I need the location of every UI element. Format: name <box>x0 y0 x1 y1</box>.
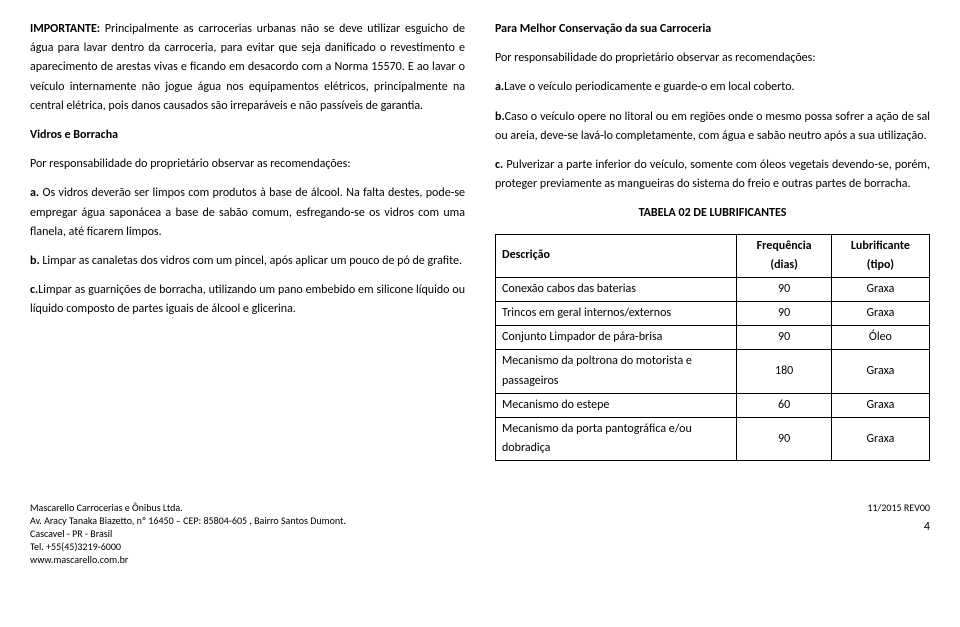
text: Limpar as guarnições de borracha, utiliz… <box>30 283 465 316</box>
paragraph: Por responsabilidade do proprietário obs… <box>30 155 465 174</box>
table-header: Descrição <box>496 234 737 277</box>
text: Os vidros deverão ser limpos com produto… <box>30 186 465 238</box>
important-label: IMPORTANTE: <box>30 22 100 36</box>
table-cell: Mecanismo da poltrona do motorista e pas… <box>496 350 737 393</box>
right-column: Para Melhor Conservação da sua Carroceri… <box>495 20 930 461</box>
table-header: Frequência (dias) <box>737 234 831 277</box>
table-row: Trincos em geral internos/externos 90 Gr… <box>496 302 930 326</box>
footer-phone: Tel. +55(45)3219-6000 <box>30 540 867 553</box>
table-cell: 180 <box>737 350 831 393</box>
paragraph: IMPORTANTE: Principalmente as carroceria… <box>30 20 465 116</box>
list-marker: c. <box>495 158 503 172</box>
section-heading: Vidros e Borracha <box>30 126 465 145</box>
table-row: Conjunto Limpador de pára-brisa 90 Óleo <box>496 326 930 350</box>
left-column: IMPORTANTE: Principalmente as carroceria… <box>30 20 465 461</box>
table-cell: 90 <box>737 418 831 461</box>
lubricant-table: Descrição Frequência (dias) Lubrificante… <box>495 234 930 462</box>
table-title: TABELA 02 DE LUBRIFICANTES <box>495 204 930 223</box>
list-marker: a. <box>495 80 504 94</box>
table-cell: Graxa <box>831 418 929 461</box>
paragraph: c. Pulverizar a parte inferior do veícul… <box>495 156 930 194</box>
footer-company: Mascarello Carrocerias e Ônibus Ltda. <box>30 501 867 514</box>
list-marker: c. <box>30 283 38 297</box>
paragraph: a. Os vidros deverão ser limpos com prod… <box>30 184 465 242</box>
table-row: Mecanismo do estepe 60 Graxa <box>496 393 930 417</box>
footer-address: Av. Aracy Tanaka Biazetto, nº 16450 – CE… <box>30 514 867 527</box>
table-header: Lubrificante (tipo) <box>831 234 929 277</box>
footer-web: www.mascarello.com.br <box>30 553 867 566</box>
table-cell: Mecanismo da porta pantográfica e/ou dob… <box>496 418 737 461</box>
text: Caso o veículo opere no litoral ou em re… <box>495 110 930 143</box>
page-number: 4 <box>867 520 930 536</box>
table-cell: Graxa <box>831 302 929 326</box>
table-cell: Mecanismo do estepe <box>496 393 737 417</box>
paragraph: Por responsabilidade do proprietário obs… <box>495 49 930 68</box>
table-cell: Trincos em geral internos/externos <box>496 302 737 326</box>
text: Pulverizar a parte inferior do veículo, … <box>495 158 930 191</box>
table-cell: Graxa <box>831 350 929 393</box>
table-cell: Conjunto Limpador de pára-brisa <box>496 326 737 350</box>
table-cell: Graxa <box>831 393 929 417</box>
paragraph: a.Lave o veículo periodicamente e guarde… <box>495 78 930 97</box>
paragraph: b. Limpar as canaletas dos vidros com um… <box>30 252 465 271</box>
table-row: Mecanismo da porta pantográfica e/ou dob… <box>496 418 930 461</box>
paragraph: c.Limpar as guarnições de borracha, util… <box>30 281 465 319</box>
table-cell: 90 <box>737 302 831 326</box>
footer-revision: 11/2015 REV00 <box>867 501 930 514</box>
table-cell: Óleo <box>831 326 929 350</box>
list-marker: b. <box>495 110 505 124</box>
table-cell: 90 <box>737 326 831 350</box>
footer-city: Cascavel - PR - Brasil <box>30 527 867 540</box>
section-heading: Para Melhor Conservação da sua Carroceri… <box>495 20 930 39</box>
footer-right: 11/2015 REV00 4 <box>867 501 930 566</box>
table-header-row: Descrição Frequência (dias) Lubrificante… <box>496 234 930 277</box>
table-row: Mecanismo da poltrona do motorista e pas… <box>496 350 930 393</box>
list-marker: b. <box>30 254 40 268</box>
table-row: Conexão cabos das baterias 90 Graxa <box>496 277 930 301</box>
text: Lave o veículo periodicamente e guarde-o… <box>504 80 794 94</box>
table-cell: 90 <box>737 277 831 301</box>
text: Limpar as canaletas dos vidros com um pi… <box>40 254 462 268</box>
footer: Mascarello Carrocerias e Ônibus Ltda. Av… <box>30 501 930 566</box>
paragraph: b.Caso o veículo opere no litoral ou em … <box>495 108 930 146</box>
table-cell: 60 <box>737 393 831 417</box>
footer-left: Mascarello Carrocerias e Ônibus Ltda. Av… <box>30 501 867 566</box>
table-cell: Graxa <box>831 277 929 301</box>
table-cell: Conexão cabos das baterias <box>496 277 737 301</box>
list-marker: a. <box>30 186 39 200</box>
